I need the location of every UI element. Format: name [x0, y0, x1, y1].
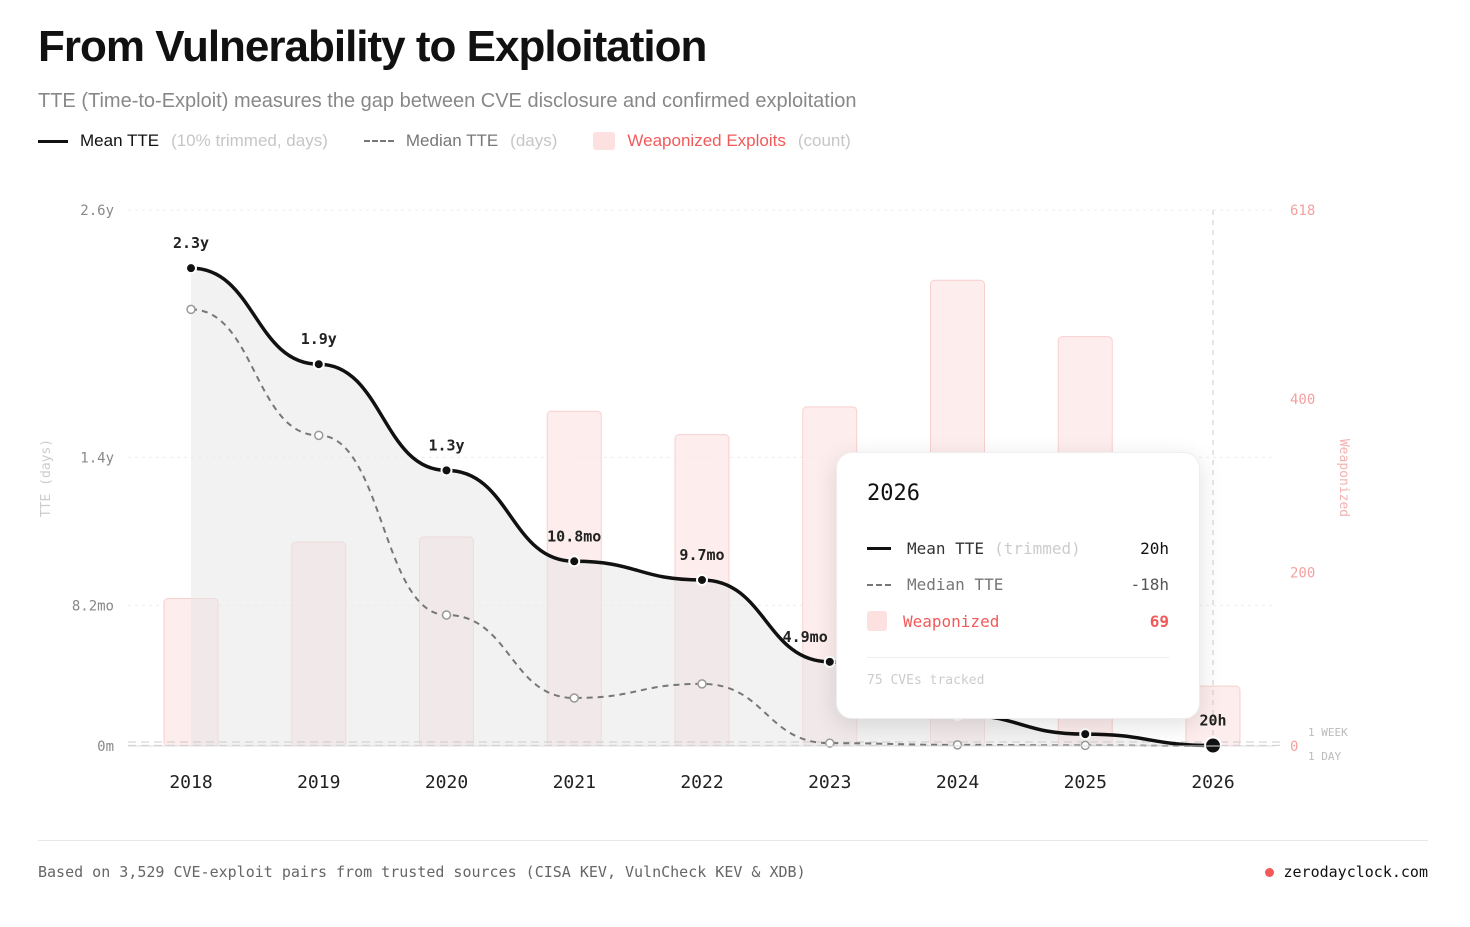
divider	[38, 840, 1428, 841]
legend-note: (10% trimmed, days)	[171, 131, 328, 150]
mean-line	[190, 266, 1214, 748]
y-right-axis-label: Weaponized	[1336, 439, 1351, 517]
legend: Mean TTE (10% trimmed, days) Median TTE (d…	[38, 131, 887, 151]
legend-note: (days)	[510, 131, 558, 150]
data-label: 1.9y	[301, 330, 337, 348]
tooltip-row-mean: Mean TTE (trimmed) 20h	[867, 539, 1169, 558]
mean-point	[823, 655, 836, 668]
median-point	[569, 693, 579, 703]
data-label: 1.3y	[428, 436, 464, 454]
y-axis-label: TTE (days)	[39, 439, 54, 517]
legend-label: Weaponized Exploits	[627, 131, 786, 150]
x-tick-label: 2019	[297, 772, 340, 793]
legend-mean[interactable]: Mean TTE (10% trimmed, days)	[38, 131, 328, 151]
median-point	[441, 610, 452, 620]
y-right-tick-label: 618	[1290, 203, 1315, 219]
site-label: zerodayclock.com	[1283, 863, 1429, 881]
data-label: 10.8mo	[547, 527, 601, 545]
legend-label: Median TTE	[405, 131, 499, 150]
data-label: 4.9mo	[783, 628, 828, 646]
data-label: 2.3y	[173, 234, 209, 252]
site-link[interactable]: zerodayclock.com	[1264, 863, 1429, 881]
median-point	[952, 740, 963, 750]
x-tick-label: 2025	[1064, 772, 1107, 793]
tooltip: 2026 Mean TTE (trimmed) 20h Median TTE -18h…	[836, 452, 1200, 719]
x-tick-label: 2020	[425, 772, 468, 793]
y-tick-label: 0m	[97, 739, 114, 755]
y-tick-label: 1.4y	[80, 450, 114, 466]
page-title: From Vulnerability to Exploitation	[38, 22, 707, 71]
tooltip-footer: 75 CVEs tracked	[867, 673, 985, 688]
tooltip-value: -18h	[1130, 575, 1169, 594]
subtitle: TTE (Time-to-Exploit) measures the gap b…	[38, 90, 857, 112]
tooltip-year: 2026	[867, 481, 920, 506]
reference-label: 1 WEEK	[1308, 726, 1348, 739]
y-right-tick-label: 200	[1290, 566, 1315, 582]
legend-weaponized[interactable]: Weaponized Exploits (count)	[593, 131, 851, 151]
data-label: 9.7mo	[679, 546, 724, 564]
mean-point	[696, 573, 708, 586]
legend-note: (count)	[797, 131, 851, 150]
status-dot-icon	[1264, 867, 1274, 877]
tooltip-value: 20h	[1140, 539, 1169, 558]
mean-point	[568, 555, 581, 568]
source-note: Based on 3,529 CVE-exploit pairs from tr…	[38, 863, 806, 881]
tooltip-label: Mean TTE	[907, 539, 985, 558]
median-point	[314, 430, 324, 441]
mean-point	[440, 464, 453, 477]
tooltip-label: Median TTE	[907, 575, 1004, 594]
y-tick-label: 2.6y	[80, 203, 114, 219]
mean-point	[1079, 728, 1092, 741]
mean-point	[312, 358, 325, 371]
reference-label: 1 DAY	[1308, 750, 1341, 763]
y-right-tick-label: 0	[1290, 739, 1298, 755]
median-line	[190, 308, 1214, 747]
tooltip-value: 69	[1149, 611, 1169, 631]
median-point	[825, 738, 835, 748]
mean-area	[191, 268, 1213, 746]
legend-median[interactable]: Median TTE (days)	[363, 131, 558, 151]
x-tick-label: 2018	[169, 772, 212, 793]
y-tick-label: 8.2mo	[72, 598, 114, 614]
tooltip-label: Weaponized	[903, 611, 1000, 631]
mean-point	[185, 262, 197, 275]
median-point	[186, 304, 196, 315]
x-tick-label: 2022	[680, 772, 723, 793]
tooltip-note: (trimmed)	[994, 539, 1081, 558]
x-tick-label: 2026	[1191, 772, 1234, 793]
x-tick-label: 2021	[553, 772, 596, 793]
x-tick-label: 2024	[936, 772, 979, 793]
x-tick-label: 2023	[808, 772, 851, 793]
y-right-tick-label: 400	[1290, 392, 1315, 408]
median-point	[697, 679, 707, 689]
data-label: 20h	[1199, 712, 1226, 730]
legend-label: Mean TTE	[80, 131, 160, 150]
median-point	[1080, 740, 1090, 751]
tooltip-row-weaponized: Weaponized 69	[867, 611, 1169, 631]
tooltip-row-median: Median TTE -18h	[867, 575, 1169, 594]
divider	[867, 657, 1169, 658]
